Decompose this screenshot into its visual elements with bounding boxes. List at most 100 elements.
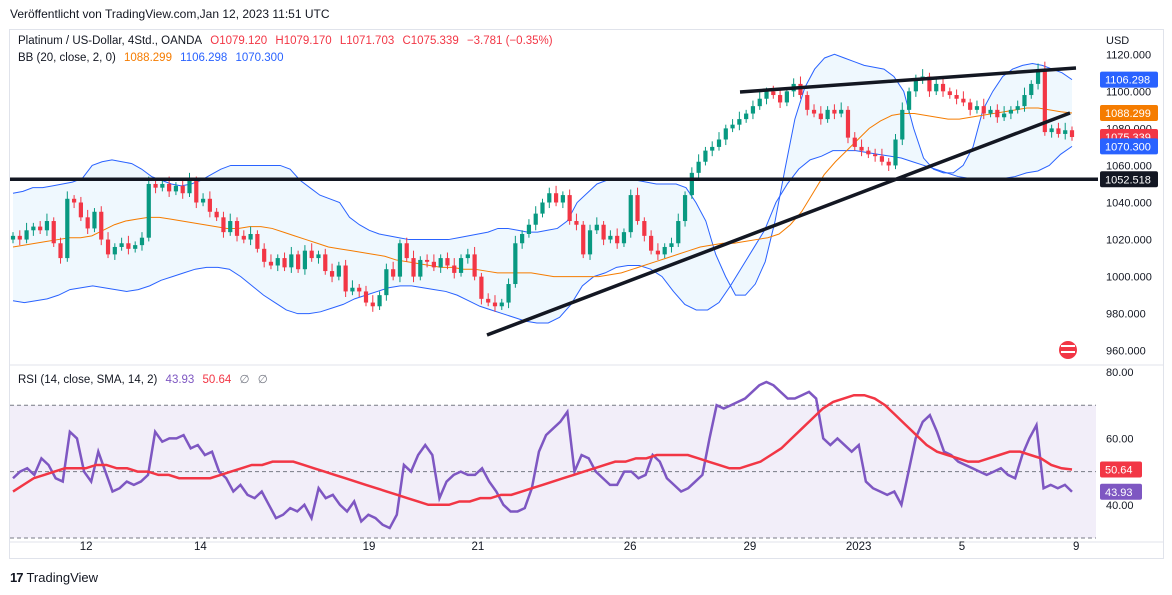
publish-info: Veröffentlicht von TradingView.com,Jan 1…	[10, 7, 330, 21]
brand-name: TradingView	[26, 570, 99, 585]
candle-body	[805, 95, 810, 110]
candle-body	[24, 230, 29, 240]
rsi-value-box	[1100, 483, 1142, 500]
bb-label[interactable]: BB (20, close, 2, 0)	[18, 52, 116, 64]
candle-body	[906, 91, 912, 110]
candle-body	[1035, 69, 1041, 84]
us-flag-stripe	[1061, 351, 1075, 353]
bb-lower-value: 1070.300	[235, 52, 284, 64]
candle-body	[391, 269, 396, 277]
candle-body	[85, 217, 90, 229]
y-tick-label: 1060.000	[1106, 160, 1152, 172]
candle-body	[615, 235, 620, 244]
candle-body	[377, 295, 382, 307]
rsi-label[interactable]: RSI (14, close, SMA, 14, 2)	[18, 374, 158, 386]
candle-body	[309, 250, 314, 259]
candle-body	[689, 172, 694, 196]
candle-body	[51, 221, 56, 244]
rsi-tick-label: 60.00	[1106, 433, 1134, 445]
y-tick-label: 960.000	[1106, 346, 1146, 358]
x-tick-label: 12	[80, 541, 93, 553]
candle-body	[78, 202, 83, 218]
price-label-box	[1100, 171, 1158, 188]
candle-body	[628, 195, 633, 233]
candle-body	[886, 161, 891, 166]
candle-body	[703, 150, 708, 162]
candle-body	[750, 106, 756, 114]
rsi-legend: RSI (14, close, SMA, 14, 2) 43.93 50.64 …	[18, 372, 273, 386]
x-tick-label: 21	[471, 541, 484, 553]
y-tick-label: 1020.000	[1106, 235, 1152, 247]
price-label-box	[1100, 105, 1158, 122]
candle-body	[10, 235, 16, 240]
candle-body	[1056, 128, 1061, 134]
rsi-value-text: 43.93	[1105, 487, 1133, 499]
candle-body	[119, 243, 124, 247]
candle-body	[513, 243, 518, 285]
symbol-label[interactable]: Platinum / US-Dollar, 4Std., OANDA	[18, 35, 203, 47]
candle-body	[777, 95, 783, 103]
candle-body	[560, 195, 565, 203]
candle-body	[221, 217, 226, 233]
candle-body	[105, 239, 111, 255]
candle-body	[934, 83, 939, 92]
na-value-1: ∅	[239, 374, 250, 386]
candle-body	[845, 109, 851, 138]
candle-body	[832, 109, 837, 114]
candle-body	[418, 259, 423, 277]
y-tick-label: 980.000	[1106, 309, 1146, 321]
candle-body	[913, 80, 918, 92]
candle-body	[160, 183, 165, 188]
candle-body	[452, 265, 457, 273]
us-flag-icon	[1059, 341, 1077, 359]
candle-body	[635, 195, 640, 222]
candle-body	[682, 195, 688, 222]
rsi-ma-line	[12, 393, 1073, 507]
candle-body	[676, 221, 681, 244]
candle-body	[492, 302, 498, 307]
rising-trendline	[486, 111, 1071, 337]
candle-body	[764, 91, 769, 99]
candle-body	[540, 202, 545, 214]
candle-body	[323, 254, 328, 272]
x-tick-label: 5	[959, 541, 965, 553]
candle-body	[445, 258, 450, 266]
candle-body	[44, 221, 50, 231]
rsi-sma-value: 50.64	[202, 374, 232, 386]
candle-body	[275, 258, 280, 266]
currency-label: USD	[1106, 35, 1129, 47]
tradingview-brand[interactable]: 17 TradingView	[10, 570, 98, 585]
candle-body	[255, 234, 260, 249]
candle-body	[587, 230, 593, 255]
rsi-tick-label: 80.00	[1106, 367, 1134, 379]
candle-body	[1069, 130, 1075, 138]
candle-body	[58, 243, 63, 259]
candle-body	[1049, 128, 1054, 133]
candle-body	[710, 146, 715, 151]
x-tick-label: 2023	[846, 541, 872, 553]
x-tick-label: 9	[1073, 541, 1079, 553]
x-tick-label: 29	[743, 541, 756, 553]
bb-basis-value: 1088.299	[124, 52, 172, 64]
candle-body	[289, 254, 294, 268]
candle-body	[336, 265, 341, 277]
price-label-text: 1052.518	[1105, 174, 1151, 186]
open-value: O1079.120	[210, 35, 268, 47]
candle-body	[649, 235, 654, 251]
candle-body	[642, 221, 647, 236]
candle-body	[31, 226, 36, 231]
price-label-text: 1070.300	[1105, 141, 1151, 153]
candle-body	[567, 195, 572, 222]
price-label-box	[1100, 138, 1158, 155]
candle-body	[581, 224, 586, 255]
candle-body	[520, 234, 525, 244]
candle-body	[194, 180, 199, 203]
y-tick-label: 1040.000	[1106, 198, 1152, 210]
candle-body	[866, 150, 871, 155]
candle-body	[126, 243, 131, 249]
candle-body	[737, 119, 742, 125]
candle-body	[669, 243, 674, 247]
candle-body	[92, 211, 97, 229]
candle-body	[173, 185, 179, 192]
